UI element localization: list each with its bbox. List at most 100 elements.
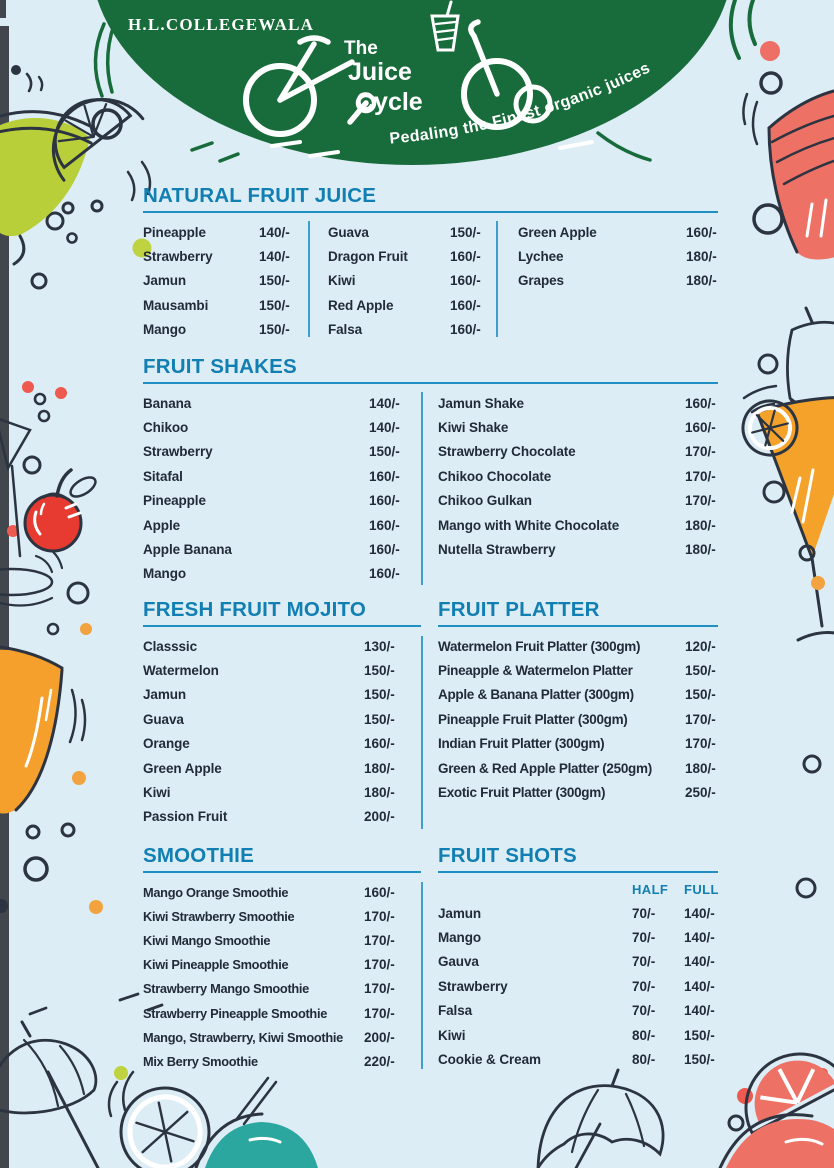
section-fruit-shots: FRUIT SHOTS HALF FULL Jamun 70/- 140/- Mango 7… [438,843,718,1072]
coral-dot [760,41,780,61]
martini-glass-icon [741,384,834,642]
item-price: 170/- [364,981,395,997]
item-price: 180/- [685,760,716,776]
menu-item: Strawberry Chocolate 170/- [438,440,718,464]
logo-word-cycle: Cycle [356,88,423,116]
item-price: 170/- [364,932,395,948]
menu-item: Watermelon Fruit Platter (300gm) 120/- [438,634,718,658]
menu-item: Kiwi Mango Smoothie 170/- [143,928,400,952]
section-items: Banana 140/- Chikoo 140/- Strawberry 150/- Sit… [143,391,718,586]
menu-item: Mausambi 150/- [143,293,301,317]
section-title: NATURAL FRUIT JUICE [143,184,377,207]
item-price: 160/- [369,566,400,582]
item-name: Apple [143,517,181,533]
menu-item: Strawberry 70/- 140/- [438,974,718,998]
item-price: 180/- [686,273,717,289]
menu-item: Nutella Strawberry 180/- [438,537,718,561]
section-natural-fruit-juice: NATURAL FRUIT JUICE Pineapple 140/- Strawb… [143,183,718,342]
item-price: 150/- [364,711,395,727]
item-price: 200/- [364,1029,395,1045]
section-title: FRUIT SHAKES [143,355,297,378]
item-price: 150/- [450,224,481,240]
item-name: Orange [143,736,190,752]
column-divider [308,221,310,337]
menu-item: Jamun Shake 160/- [438,391,718,415]
section-smoothie: SMOOTHIE Mango Orange Smoothie 160/- Kiwi … [143,843,421,1074]
menu-item: Indian Fruit Platter (300gm) 170/- [438,732,718,756]
section-fruit-shakes: FRUIT SHAKES Banana 140/- Chikoo 140/- Straw… [143,354,718,586]
menu-item: Pineapple 140/- [143,220,301,244]
menu-item: Gauva 70/- 140/- [438,950,718,974]
item-price: 140/- [684,930,715,946]
menu-column: Guava 150/- Dragon Fruit 160/- Kiwi 160/- Red … [328,220,492,342]
dots-decoration-right [762,480,825,899]
item-price: 170/- [364,1005,395,1021]
item-name: Mango [143,566,186,582]
item-name: Mango Orange Smoothie [143,884,289,900]
item-name: Green Apple [518,224,597,240]
column-divider [421,636,423,829]
green-dash-lines [93,12,652,163]
menu-column: Green Apple 160/- Lychee 180/- Grapes 180/- [518,220,718,342]
item-name: Cookie & Cream [438,1052,541,1068]
item-name: Exotic Fruit Platter (300gm) [438,785,606,801]
item-price: 170/- [685,493,716,509]
dots-decoration-left-lower [0,771,128,1080]
item-price: 150/- [259,322,290,338]
item-price: 150/- [684,1027,715,1043]
menu-item: Chikoo 140/- [143,415,405,439]
coral-drink-icon [742,89,834,260]
item-price: 120/- [685,638,716,654]
item-name: Passion Fruit [143,809,228,825]
item-name: Mix Berry Smoothie [143,1053,258,1069]
item-name: Mango, Strawberry, Kiwi Smoothie [143,1029,343,1045]
item-price: 160/- [685,395,716,411]
menu-item: Falsa 160/- [328,318,492,342]
item-name: Sitafal [143,468,183,484]
item-price: 200/- [364,809,395,825]
item-name: Chikoo Gulkan [438,493,532,509]
item-price: 70/- [632,1003,656,1019]
item-price: 180/- [364,760,395,776]
item-name: Banana [143,395,192,411]
item-price: 180/- [686,249,717,265]
menu-item: Guava 150/- [328,220,492,244]
dots-decoration-top-left [11,65,152,258]
item-price: 80/- [632,1052,656,1068]
item-price: 160/- [369,468,400,484]
menu-item: Strawberry Pineapple Smoothie 170/- [143,1001,400,1025]
item-name: Apple & Banana Platter (300gm) [438,687,634,703]
circle-dot [757,353,779,375]
red-cocktail-icon [0,418,64,607]
menu-item: Dragon Fruit 160/- [328,244,492,268]
item-name: Jamun [143,687,187,703]
item-price: 70/- [632,905,656,921]
item-price: 140/- [684,954,715,970]
header-banner: H.L.COLLEGEWALA The Juice Cycle [93,0,727,165]
logo-word-the: The [344,38,378,59]
item-price: 220/- [364,1053,395,1069]
item-price: 140/- [369,395,400,411]
item-price: 160/- [450,297,481,313]
menu-item: Apple Banana 160/- [143,537,405,561]
menu-item: Orange 160/- [143,732,400,756]
section-items: HALF FULL Jamun 70/- 140/- Mango 70/- 140/- Gauv… [438,880,718,1072]
orange-glass-icon [0,645,87,814]
item-price: 70/- [632,954,656,970]
menu-item: Passion Fruit 200/- [143,805,400,829]
menu-item: Cookie & Cream 80/- 150/- [438,1047,718,1071]
item-price: 150/- [259,273,290,289]
price-column-headers: HALF FULL [438,880,718,898]
item-name: Green & Red Apple Platter (250gm) [438,760,652,776]
item-price: 180/- [364,785,395,801]
item-name: Mango with White Chocolate [438,517,620,533]
section-underline [143,211,718,213]
item-name: Strawberry [438,978,508,994]
section-underline [143,871,421,873]
grapefruit-drink-icon [718,1052,834,1168]
item-price: 150/- [364,663,395,679]
menu-item: Sitafal 160/- [143,464,405,488]
item-price: 160/- [369,493,400,509]
